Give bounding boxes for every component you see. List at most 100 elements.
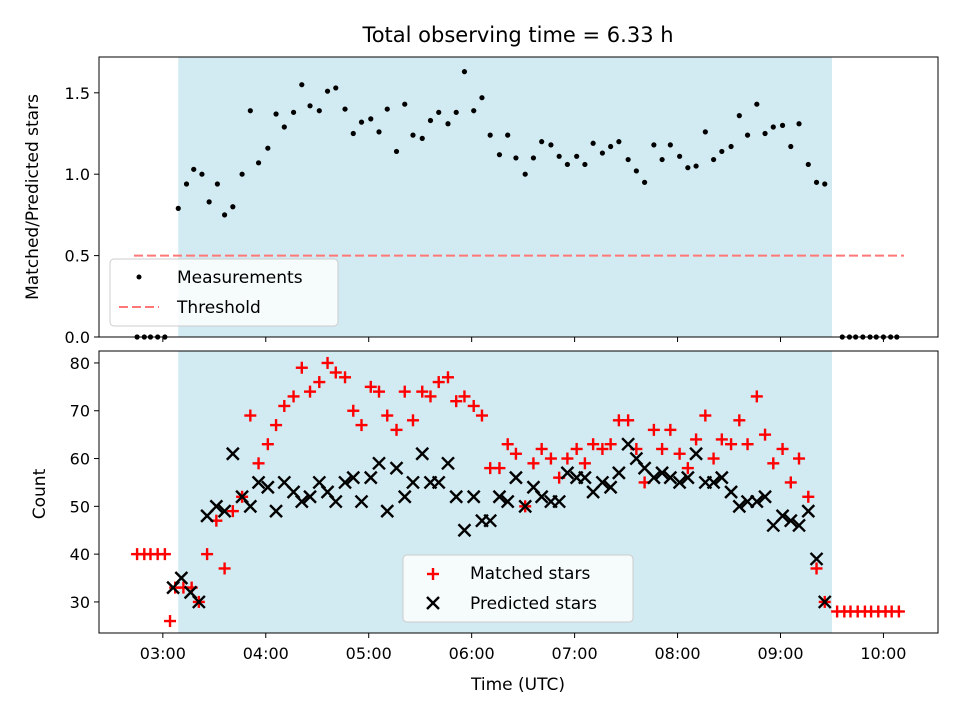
matched-star-point [604, 438, 617, 451]
predicted-star-point [372, 456, 386, 471]
predicted-star-point [251, 475, 266, 490]
matched-star-point [347, 404, 360, 417]
predicted-star-point [466, 489, 481, 504]
x-tick-label: 09:00 [757, 644, 803, 663]
predicted-star-point [354, 494, 369, 509]
predicted-star-point [260, 480, 275, 495]
predicted-star-point [415, 446, 430, 461]
measurement-point [368, 116, 374, 122]
measurement-point [744, 132, 751, 138]
matched-star-point [561, 452, 574, 465]
measurement-point [175, 205, 181, 211]
bottom-y-tick-label: 80 [70, 354, 90, 373]
matched-star-point [493, 462, 506, 475]
x-tick-label: 06:00 [449, 644, 495, 663]
legend-measurements-label: Measurements [177, 268, 303, 288]
bottom-y-tick-label: 70 [70, 402, 90, 421]
measurement-point [290, 109, 297, 115]
matched-star-point [707, 452, 720, 465]
predicted-star-point [595, 475, 610, 490]
predicted-star-point [534, 489, 549, 504]
bottom-y-tick-label: 50 [70, 497, 90, 516]
top-plot-frame [98, 56, 939, 338]
measurement-point [590, 140, 596, 146]
matched-star-point [475, 409, 488, 422]
measurement-point [667, 142, 673, 148]
measurement-point [625, 156, 631, 163]
matched-star-point [355, 419, 368, 432]
measurement-point [479, 95, 485, 101]
bottom-y-tick-label: 40 [70, 545, 90, 564]
matched-star-point [501, 438, 514, 451]
measurement-point [539, 139, 545, 145]
matched-star-point [690, 433, 703, 446]
predicted-star-point [817, 595, 832, 609]
matched-star-point [390, 423, 403, 436]
matched-star-point [321, 356, 334, 369]
predicted-star-point [775, 509, 790, 523]
matched-star-point [201, 548, 214, 561]
bottom-y-tick-label: 60 [70, 450, 90, 469]
measurement-point [805, 161, 811, 168]
measurement-point [333, 85, 339, 91]
measurement-point [762, 130, 768, 137]
predicted-star-point [294, 494, 309, 509]
predicted-star-point [621, 437, 635, 452]
top-y-tick-label: 1.5 [65, 84, 90, 103]
x-tick-label: 10:00 [860, 644, 906, 663]
measurement-point [574, 153, 580, 159]
measurement-point [496, 152, 503, 158]
measurement-point [324, 88, 331, 94]
matched-star-point [313, 376, 326, 389]
matched-star-point [699, 409, 712, 422]
measurement-point [608, 143, 614, 150]
matched-star-point [544, 452, 557, 465]
matched-star-point [364, 380, 377, 393]
measurement-point [616, 139, 622, 145]
measurement-point [693, 163, 699, 169]
predicted-star-point [225, 446, 240, 461]
measurement-point [307, 103, 313, 109]
measurement-point [796, 121, 802, 127]
predicted-star-point [792, 518, 806, 533]
matched-star-point [750, 390, 763, 403]
matched-star-point [441, 371, 454, 384]
predicted-star-point [612, 466, 626, 480]
measurement-point [719, 148, 725, 155]
measurement-point [530, 155, 537, 161]
predicted-star-point [380, 504, 395, 518]
legend-matched-marker [427, 568, 439, 580]
measurement-point [642, 179, 648, 185]
measurement-point [582, 161, 588, 168]
predicted-star-point [714, 470, 729, 485]
measurement-point [191, 166, 197, 172]
measurement-point [221, 212, 228, 218]
x-tick-label: 07:00 [552, 644, 598, 663]
measurement-point [659, 156, 665, 163]
predicted-star-point [328, 494, 343, 509]
matched-star-point [164, 615, 177, 628]
legend-predicted-marker [426, 596, 440, 610]
measurement-point [513, 155, 519, 161]
predicted-star-point [706, 475, 721, 490]
legend-measurements-marker [136, 274, 142, 280]
predicted-star-point [209, 499, 224, 514]
bottom-legend: Matched stars Predicted stars [402, 554, 634, 623]
predicted-star-point [303, 489, 317, 504]
matched-star-point [295, 361, 308, 374]
predicted-star-point [724, 485, 738, 499]
predicted-star-point [663, 470, 678, 485]
matched-star-point [892, 605, 905, 618]
predicted-star-point [560, 466, 575, 480]
matched-star-point [509, 447, 522, 460]
matched-star-point [339, 371, 352, 384]
measurement-point [393, 148, 400, 155]
measurement-point [206, 199, 212, 205]
measurement-point [754, 101, 760, 107]
predicted-star-point [647, 470, 661, 485]
measurement-point [281, 124, 287, 130]
matched-star-point [158, 548, 171, 561]
measurement-point [199, 171, 205, 177]
matched-star-point [226, 505, 239, 518]
measurement-point [427, 117, 434, 124]
